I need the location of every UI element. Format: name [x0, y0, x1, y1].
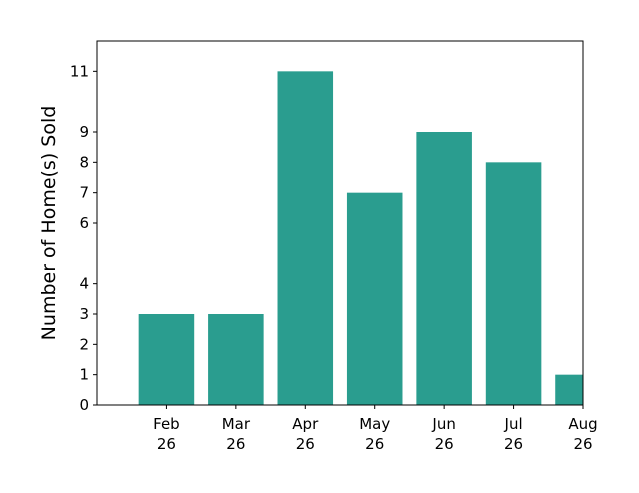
y-tick-label: 11: [70, 62, 89, 80]
y-tick-label: 9: [79, 123, 89, 141]
x-tick-label: Apr 26: [292, 415, 319, 453]
y-tick-label: 3: [79, 305, 89, 323]
y-axis: 0 1 2 3 4 6 7 8 9 11: [70, 62, 97, 414]
x-tick-label: Aug 26: [568, 415, 597, 453]
y-tick-label: 7: [79, 184, 89, 202]
y-tick-label: 0: [79, 396, 89, 414]
y-axis-title: Number of Home(s) Sold: [38, 106, 60, 341]
x-tick-label: Feb 26: [153, 415, 180, 453]
bar-may-26: [346, 192, 403, 405]
x-tick-label: Jul 26: [504, 415, 524, 453]
bar-feb-26: [138, 314, 195, 405]
bar-jun-26: [416, 132, 472, 405]
bar-mar-26: [208, 314, 264, 405]
x-tick-label: Mar 26: [222, 415, 251, 453]
x-axis: Feb 26 Mar 26 Apr 26 May 26 Jun 26 Jul 26 Aug 26: [153, 405, 598, 453]
y-tick-label: 6: [79, 214, 89, 232]
y-tick-label: 1: [79, 366, 89, 384]
bar-apr-26: [277, 71, 334, 405]
x-tick-label: May 26: [359, 415, 390, 453]
y-tick-label: 8: [79, 153, 89, 171]
bars-group: [138, 71, 583, 405]
y-tick-label: 2: [79, 335, 89, 353]
x-tick-label: Jun 26: [431, 415, 455, 453]
y-tick-label: 4: [79, 275, 89, 293]
bar-aug-26: [555, 374, 583, 405]
bar-jul-26: [485, 162, 542, 405]
